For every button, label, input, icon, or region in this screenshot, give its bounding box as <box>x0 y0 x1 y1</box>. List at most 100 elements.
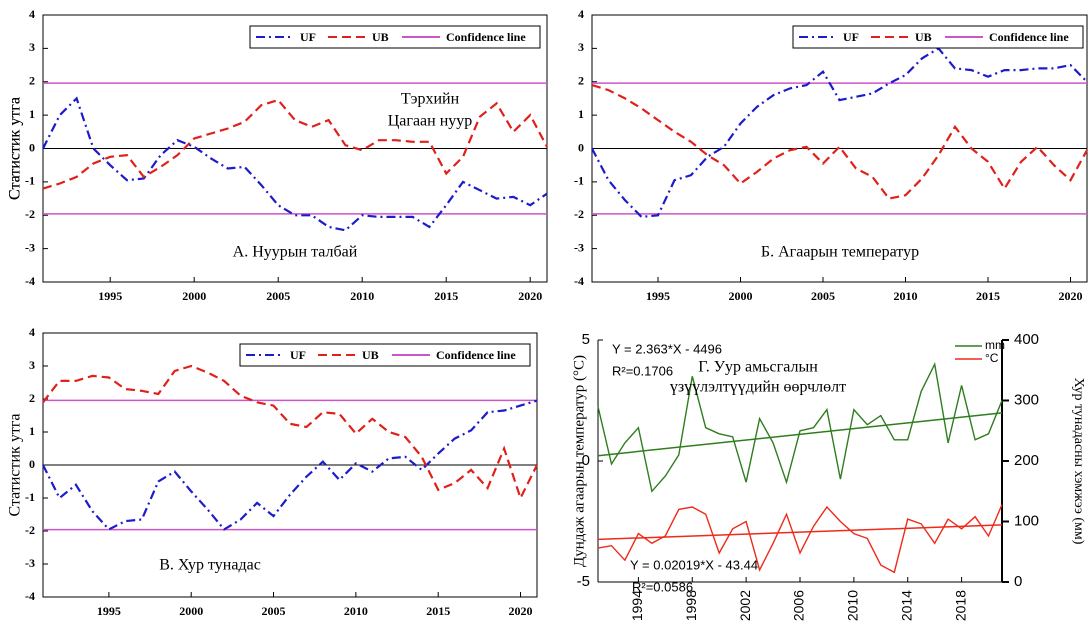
y-tick-label: 4 <box>29 7 35 21</box>
y-tick-label: 0 <box>578 140 584 154</box>
legend-label: Confidence line <box>446 30 526 44</box>
legend-box <box>792 25 1084 49</box>
x-tick-label: 2002 <box>737 590 753 621</box>
trend-r2: R²=0.1706 <box>612 363 673 378</box>
legend-label: UF <box>843 30 859 44</box>
trend-line <box>597 524 1003 541</box>
x-tick-label: 1995 <box>646 289 670 303</box>
x-tick-label: 2010 <box>344 604 368 618</box>
y-tick-label: 3 <box>29 358 35 372</box>
y-tick-label: 1 <box>29 424 35 438</box>
x-tick-label: 2010 <box>894 289 918 303</box>
x-tick-label: 2020 <box>518 289 542 303</box>
y-tick-label: 0 <box>29 457 35 471</box>
x-tick-label: 2015 <box>976 289 1000 303</box>
panel: -4 -3 -2 -1 0 1 2 3 4 1995 2000 2005 2010 2015 2020 Ста… <box>7 7 1088 303</box>
y-tick-label: -4 <box>25 274 35 288</box>
y-tick-label: -5 <box>577 573 590 590</box>
trend-equation: Y = 0.02019*X - 43.44 <box>630 557 758 572</box>
x-tick-label: 2006 <box>791 590 807 621</box>
x-tick-label: 2020 <box>1059 289 1083 303</box>
y-axis-label: Дундаж агаарын температур (°C) <box>571 355 587 567</box>
y-tick-label: 3 <box>29 40 35 54</box>
series-line <box>42 399 538 531</box>
trend-equation: Y = 2.363*X - 4496 <box>612 341 722 356</box>
legend-box <box>249 25 541 49</box>
legend-label: mm <box>985 338 1005 352</box>
legend-label: UF <box>300 30 316 44</box>
y2-tick-label: 0 <box>1014 573 1022 590</box>
y-tick-label: 2 <box>578 74 584 88</box>
y-tick-label: -2 <box>25 207 35 221</box>
y-tick-label: 4 <box>29 325 35 339</box>
panel-caption: В. Хур тунадас <box>159 557 261 574</box>
y2-tick-label: 100 <box>1014 512 1039 529</box>
x-tick-label: 2010 <box>350 289 374 303</box>
x-tick-label: 1995 <box>98 289 122 303</box>
x-tick-label: 2015 <box>434 289 458 303</box>
trend-line <box>597 412 1003 457</box>
legend-label: UB <box>372 30 389 44</box>
y-tick-label: 0 <box>582 452 590 469</box>
x-tick-label: 1998 <box>683 590 699 621</box>
series-line <box>42 98 548 190</box>
annotation: Цагаан нуур <box>388 113 473 130</box>
y-tick-label: 2 <box>29 391 35 405</box>
y-tick-label: -3 <box>574 240 584 254</box>
series-line <box>597 361 1003 493</box>
legend-label: °C <box>985 351 999 365</box>
y-axis-label: Статистик утга <box>7 414 24 517</box>
trend-r2: R²=0.0586 <box>632 579 693 594</box>
x-tick-label: 2020 <box>509 604 533 618</box>
y-tick-label: 5 <box>582 331 590 348</box>
x-tick-label: 1994 <box>629 590 645 621</box>
y2-axis-label: Хур тунадасны хэмжээ (мм) <box>1071 378 1086 545</box>
y-tick-label: -3 <box>25 556 35 570</box>
panel-caption: Б. Агаарын температур <box>761 244 919 261</box>
y-tick-label: -1 <box>25 174 35 188</box>
y-tick-label: -4 <box>25 589 35 603</box>
y2-tick-label: 200 <box>1014 452 1039 469</box>
y-axis-label: Статистик утга <box>7 97 24 200</box>
x-tick-label: 2000 <box>179 604 203 618</box>
y-tick-label: 2 <box>29 74 35 88</box>
x-tick-label: 2005 <box>262 604 286 618</box>
y-tick-label: 3 <box>578 40 584 54</box>
x-tick-label: 2010 <box>845 590 861 621</box>
y-tick-label: -2 <box>574 207 584 221</box>
legend-label: UB <box>362 348 379 362</box>
x-tick-label: 2000 <box>729 289 753 303</box>
panel-title: үзүүлэлтүүдийн өөрчлөлт <box>670 379 846 396</box>
y-tick-label: 0 <box>29 140 35 154</box>
y-tick-label: 1 <box>578 107 584 121</box>
y2-tick-label: 400 <box>1014 331 1039 348</box>
series-line <box>591 84 1088 200</box>
y-tick-label: -2 <box>25 523 35 537</box>
y-tick-label: -4 <box>574 274 584 288</box>
panel: -4 -3 -2 -1 0 1 2 3 4 1995 2000 2005 2010 2015 2020 Ста… <box>7 7 548 303</box>
y-tick-label: 4 <box>578 7 584 21</box>
legend-box <box>239 343 531 367</box>
legend-label: UB <box>915 30 932 44</box>
x-tick-label: 2014 <box>898 590 914 621</box>
panel-caption: А. Нуурын талбай <box>233 244 358 261</box>
x-tick-label: 2005 <box>266 289 290 303</box>
panel-title: Г. Уур амьсгалын <box>698 359 818 376</box>
y2-tick-label: 300 <box>1014 391 1039 408</box>
legend-label: Confidence line <box>436 348 516 362</box>
y-axis-label: Статистик утга <box>7 97 24 200</box>
series-line <box>591 46 1088 219</box>
series-line <box>42 364 538 501</box>
x-tick-label: 2005 <box>811 289 835 303</box>
series-line <box>597 504 1003 574</box>
x-tick-label: 1995 <box>97 604 121 618</box>
y-tick-label: -1 <box>574 174 584 188</box>
y-tick-label: -3 <box>25 240 35 254</box>
y-tick-label: -1 <box>25 490 35 504</box>
panel: -4 -3 -2 -1 0 1 2 3 4 1995 2000 2005 2010 2015 2020 Ста… <box>7 325 538 618</box>
annotation: Тэрхийн <box>401 91 460 108</box>
series-line <box>42 96 548 232</box>
x-tick-label: 2015 <box>426 604 450 618</box>
